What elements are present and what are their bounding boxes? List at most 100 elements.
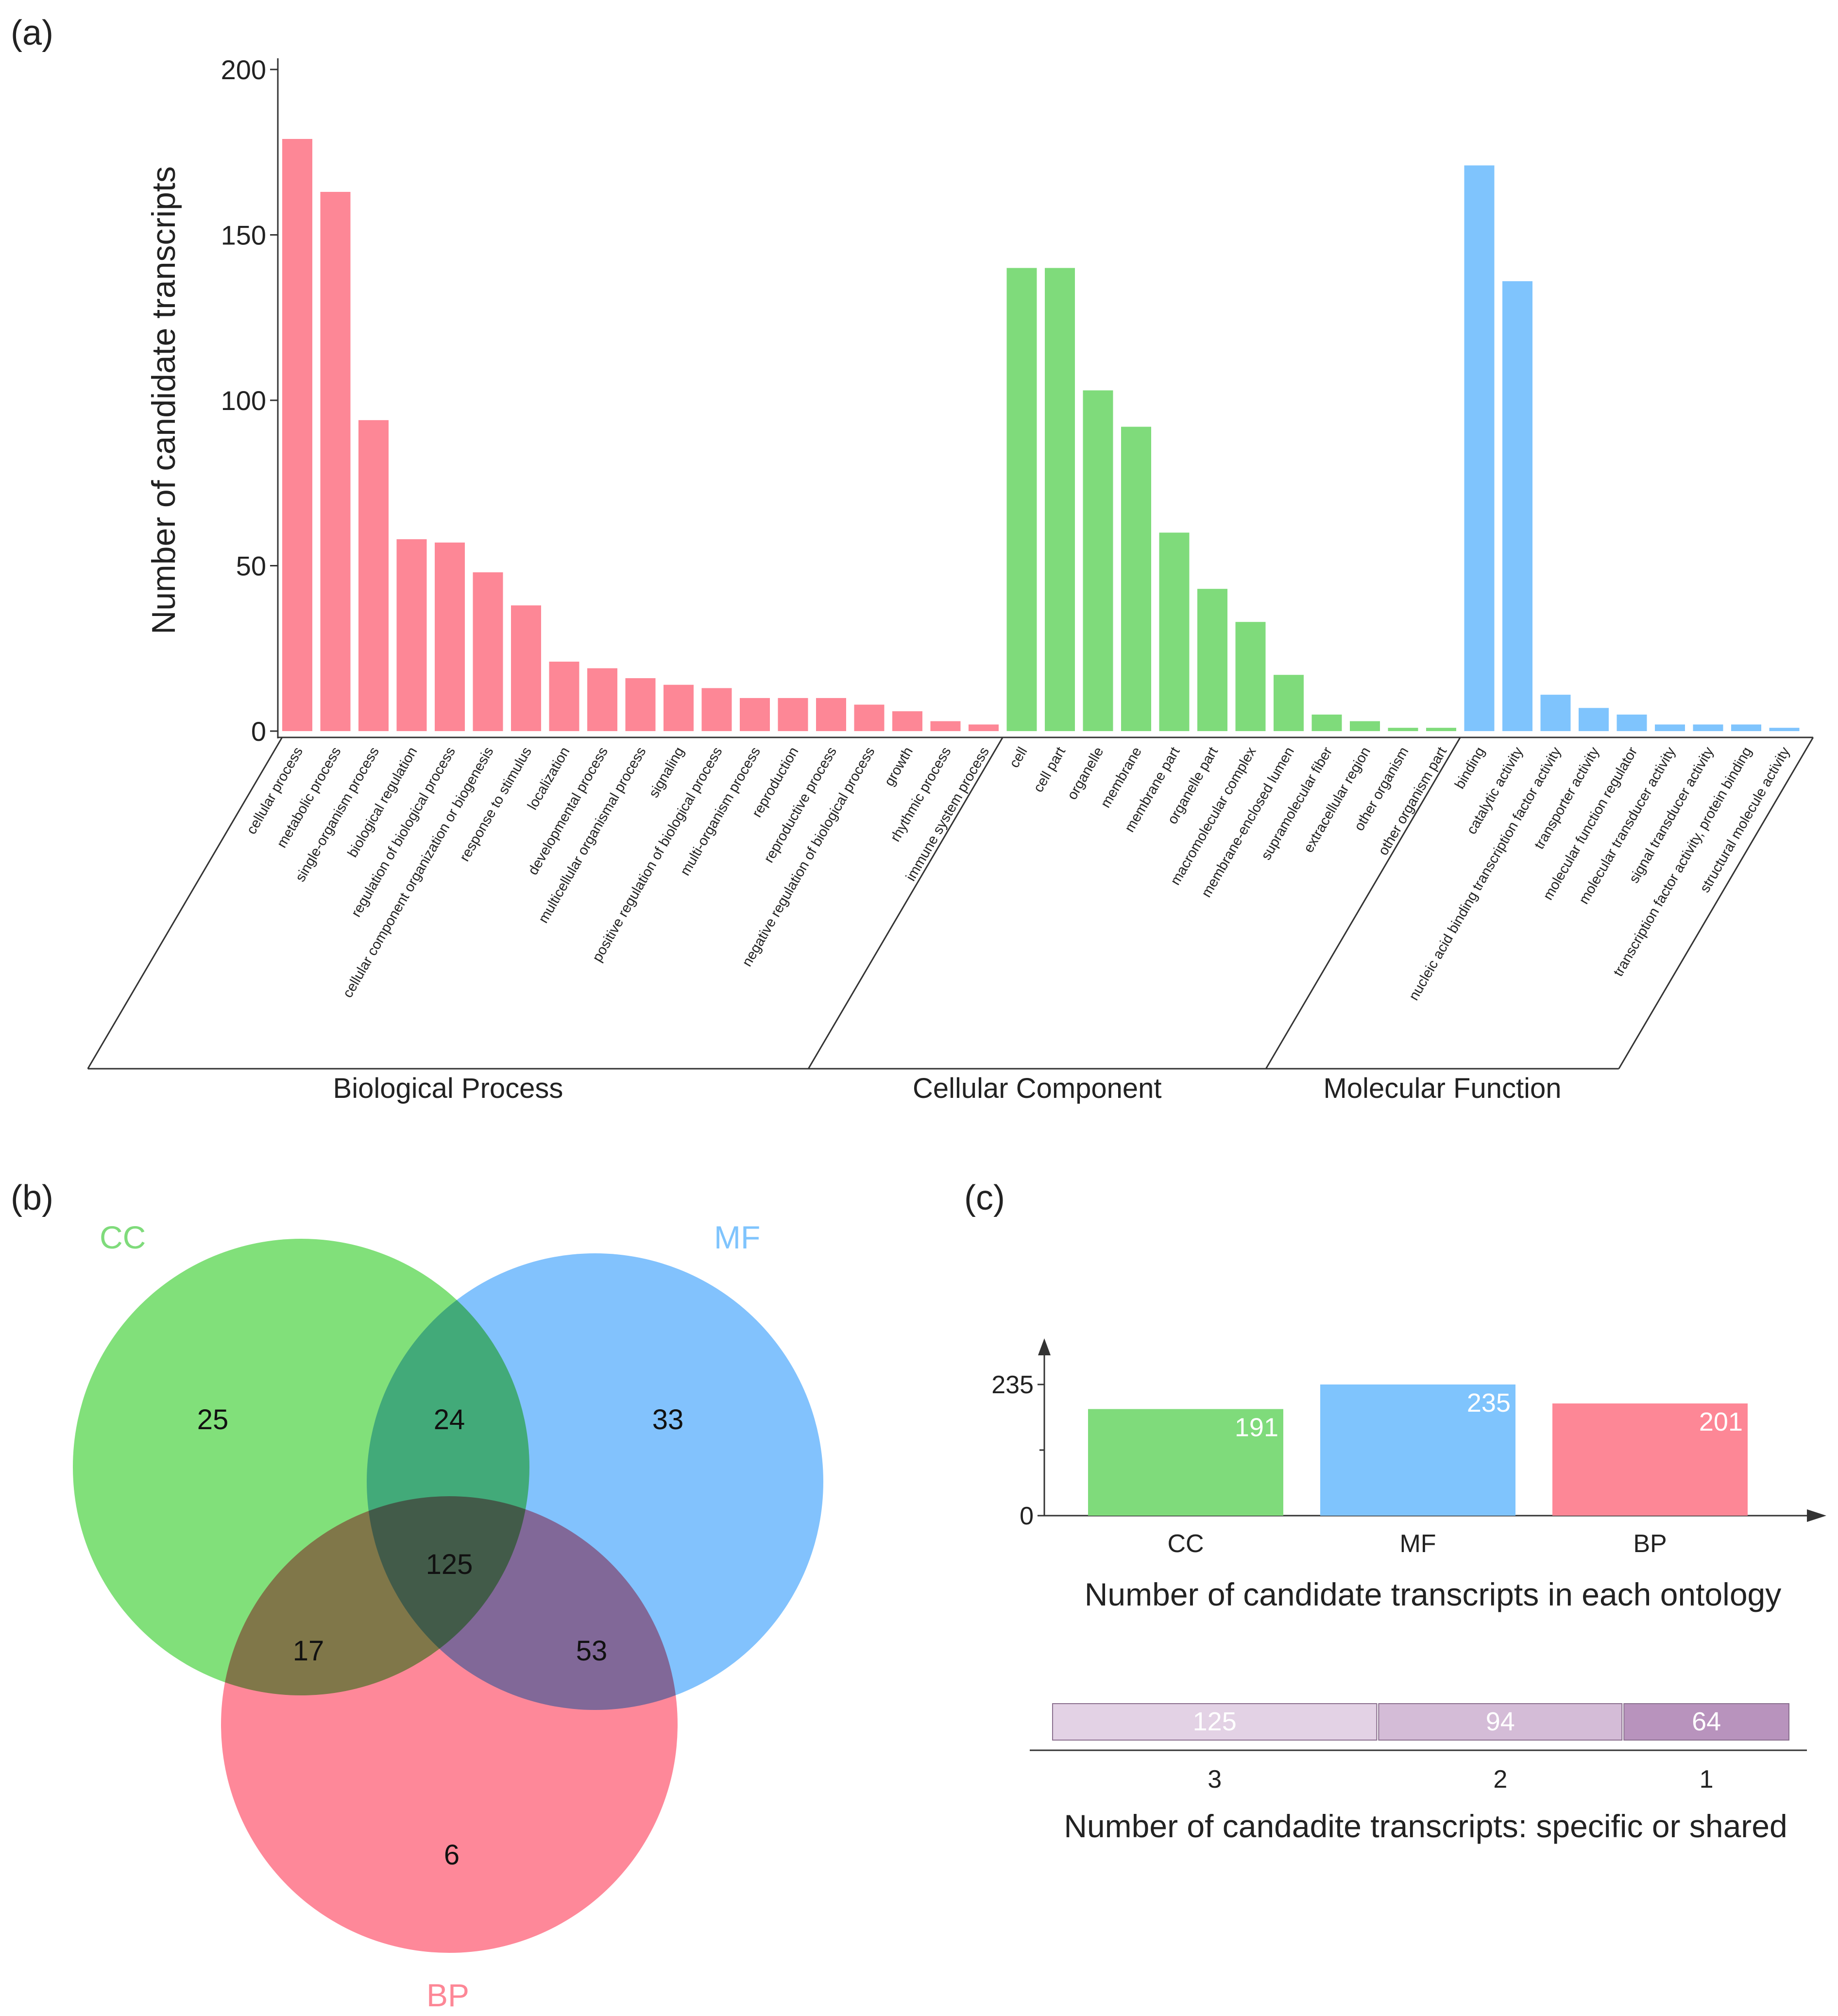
bar-cc [1159, 532, 1190, 731]
bar-bp [625, 678, 656, 731]
x-category-label: signaling [646, 745, 687, 801]
bar-bp [282, 139, 312, 731]
venn-diagram: CC MF BP 25 33 6 24 17 53 125 [73, 1219, 823, 2013]
bar-mf [1502, 281, 1532, 731]
group-divider-line [1618, 737, 1814, 1069]
stack-segment [1378, 1703, 1623, 1741]
bar-cc [1121, 427, 1151, 731]
bar-mf [1769, 728, 1800, 731]
bar-mf [1540, 695, 1571, 731]
venn-count-mf-bp: 53 [576, 1635, 608, 1667]
bar-mf [1731, 724, 1761, 731]
x-category-label: growth [882, 745, 916, 789]
venn-count-mf-only: 33 [652, 1404, 684, 1435]
stack-category-label: 3 [1208, 1765, 1222, 1794]
x-category-label: response to stimulus [457, 745, 535, 864]
bar-cc [1311, 714, 1342, 731]
bar-cc [1006, 268, 1037, 731]
bar-bp [549, 661, 579, 731]
c-x-axis-arrow [1807, 1509, 1826, 1522]
panel-label-c: (c) [964, 1179, 1005, 1217]
x-category-label: biological regulation [345, 745, 421, 860]
bar-bp [358, 420, 389, 731]
bar-cc [1388, 728, 1418, 731]
bar-bp [892, 711, 922, 731]
specific-shared-title: Number of candadite transcripts: specifi… [1064, 1808, 1787, 1844]
group-divider-line [87, 737, 283, 1069]
bar-bp [854, 704, 885, 731]
bar-cc [1350, 721, 1380, 731]
bar-cc [1426, 728, 1456, 731]
bar-cc [1235, 622, 1266, 731]
bar-mf [1655, 724, 1685, 731]
x-category-label: binding [1452, 745, 1488, 792]
bar-bp [587, 668, 617, 731]
stack-value-label: 125 [1193, 1707, 1237, 1736]
x-category-label: reproductive process [761, 745, 840, 866]
bar-bp [435, 542, 465, 731]
c-y-tick-label: 0 [1020, 1502, 1034, 1530]
bar-cc [1083, 390, 1113, 731]
x-category-label: extracellular region [1301, 745, 1374, 855]
bar-mf [1617, 714, 1647, 731]
group-label-mf: Molecular Function [1324, 1073, 1562, 1104]
group-divider-line [1265, 737, 1461, 1069]
x-category-label: cell [1006, 745, 1030, 771]
bar-bp [701, 688, 732, 731]
bar-bp [473, 572, 503, 731]
ontology-bar-chart: Number of candidate transcripts in each … [991, 1338, 1826, 1612]
venn-circle-bp [221, 1496, 678, 1953]
stack-category-label: 2 [1493, 1765, 1507, 1794]
stack-category-label: 1 [1700, 1765, 1714, 1794]
y-tick-label: 0 [251, 716, 266, 747]
y-tick-label: 150 [221, 220, 266, 251]
bar-bp [740, 698, 770, 731]
ontology-bar-mf [1320, 1384, 1515, 1516]
ontology-bar-cc [1088, 1409, 1283, 1516]
ontology-category-label: CC [1167, 1530, 1204, 1558]
bar-bp [320, 191, 351, 732]
ontology-category-label: MF [1399, 1530, 1436, 1558]
bar-mf [1579, 708, 1609, 731]
panel-label-a: (a) [11, 14, 53, 52]
x-category-label: cell part [1031, 745, 1069, 795]
c-y-tick-label: 235 [991, 1371, 1034, 1399]
y-axis-label: Number of candidate transcripts [145, 166, 182, 634]
venn-label-cc: CC [100, 1219, 146, 1255]
venn-label-mf: MF [714, 1219, 760, 1255]
stack-segment [1052, 1703, 1378, 1741]
stack-segment [1623, 1703, 1789, 1741]
bar-bp [664, 684, 694, 731]
bar-bp [969, 724, 999, 731]
group-divider-line [807, 737, 1004, 1069]
y-tick-label: 50 [236, 551, 266, 581]
x-category-label: other organism part [1376, 745, 1450, 858]
specific-shared-chart: Number of candadite transcripts: specifi… [1030, 1703, 1807, 1844]
group-label-bp: Biological Process [333, 1073, 563, 1104]
c-y-axis-arrow [1038, 1338, 1051, 1355]
bar-mf [1693, 724, 1723, 731]
venn-count-cc-only: 25 [197, 1404, 229, 1435]
bar-cc [1045, 268, 1075, 731]
bar-bp [396, 539, 427, 731]
panel-label-b: (b) [11, 1179, 53, 1217]
ontology-value-label: 201 [1699, 1407, 1743, 1436]
bar-bp [930, 721, 961, 731]
group-label-cc: Cellular Component [913, 1073, 1162, 1104]
x-category-label: organelle [1064, 745, 1106, 803]
venn-count-cc-bp: 17 [293, 1635, 324, 1667]
bar-bp [816, 698, 846, 731]
stack-value-label: 94 [1486, 1707, 1515, 1736]
ontology-bar-bp [1552, 1403, 1748, 1516]
venn-count-bp-only: 6 [444, 1839, 460, 1871]
venn-label-bp: BP [426, 1977, 469, 2013]
venn-count-cc-mf: 24 [434, 1404, 465, 1435]
venn-count-all: 125 [426, 1549, 473, 1580]
bar-cc [1274, 675, 1304, 731]
stack-value-label: 64 [1692, 1707, 1721, 1736]
ontology-chart-title: Number of candidate transcripts in each … [1085, 1576, 1781, 1612]
y-tick-label: 100 [221, 385, 266, 416]
ontology-value-label: 235 [1467, 1388, 1511, 1418]
